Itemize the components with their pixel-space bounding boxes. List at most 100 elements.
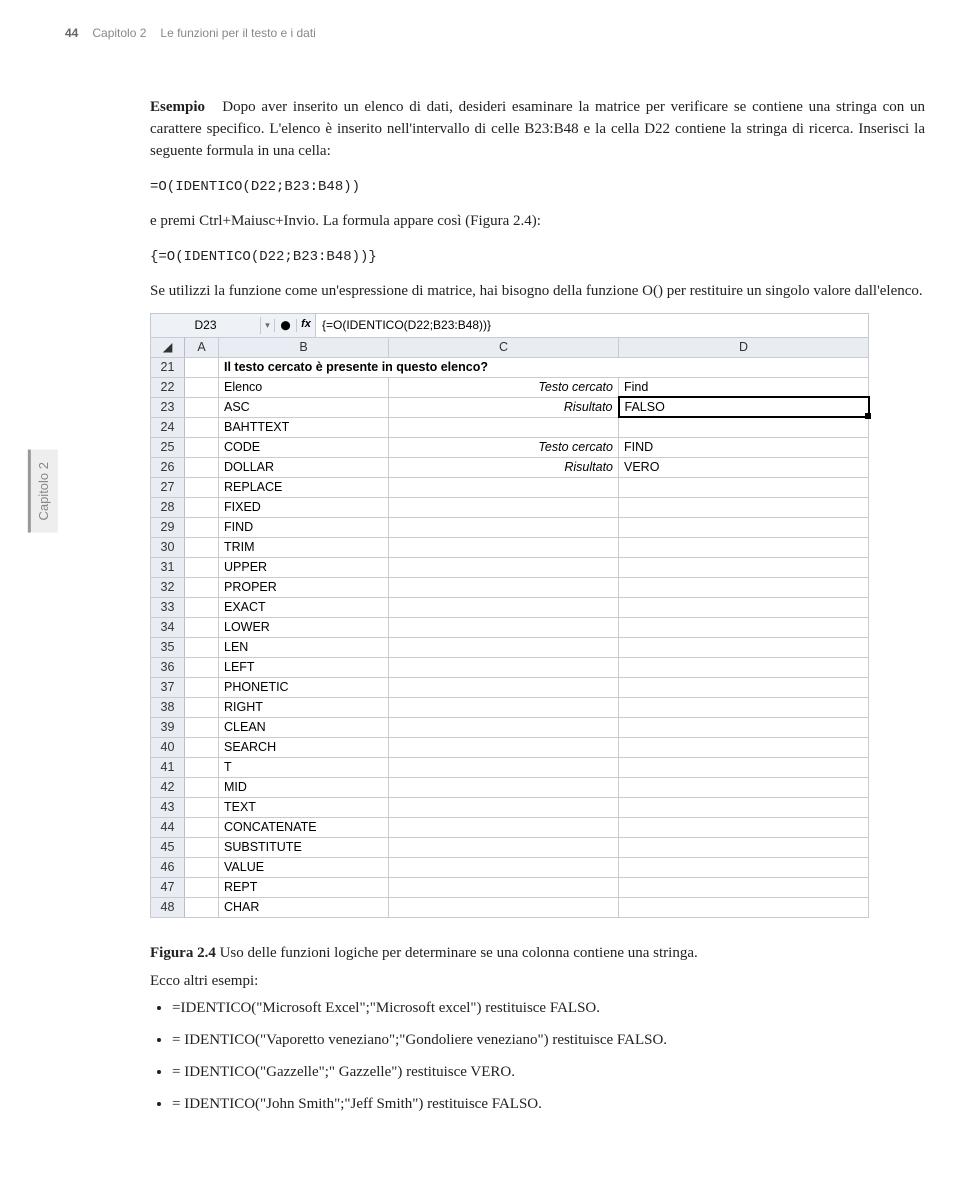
cell[interactable] bbox=[389, 477, 619, 497]
name-box[interactable]: D23 bbox=[151, 317, 261, 334]
cell[interactable]: LEFT bbox=[219, 657, 389, 677]
cell[interactable] bbox=[185, 837, 219, 857]
row-header[interactable]: 46 bbox=[151, 857, 185, 877]
cell[interactable] bbox=[185, 477, 219, 497]
cell[interactable] bbox=[389, 737, 619, 757]
cell[interactable] bbox=[619, 677, 869, 697]
cell[interactable]: RIGHT bbox=[219, 697, 389, 717]
cell[interactable]: Risultato bbox=[389, 397, 619, 417]
cancel-formula-icon[interactable]: ⬤ bbox=[275, 319, 297, 332]
cell[interactable] bbox=[389, 797, 619, 817]
cell[interactable]: ASC bbox=[219, 397, 389, 417]
cell[interactable]: VALUE bbox=[219, 857, 389, 877]
cell[interactable] bbox=[619, 497, 869, 517]
cell[interactable] bbox=[185, 777, 219, 797]
cell[interactable]: EXACT bbox=[219, 597, 389, 617]
cell[interactable] bbox=[185, 717, 219, 737]
cell[interactable]: CLEAN bbox=[219, 717, 389, 737]
cell[interactable] bbox=[185, 637, 219, 657]
cell[interactable]: Il testo cercato è presente in questo el… bbox=[219, 357, 869, 377]
cell[interactable] bbox=[619, 877, 869, 897]
cell[interactable]: UPPER bbox=[219, 557, 389, 577]
cell[interactable]: DOLLAR bbox=[219, 457, 389, 477]
cell[interactable]: TRIM bbox=[219, 537, 389, 557]
cell[interactable]: T bbox=[219, 757, 389, 777]
cell[interactable] bbox=[619, 777, 869, 797]
row-header[interactable]: 24 bbox=[151, 417, 185, 437]
cell[interactable]: Elenco bbox=[219, 377, 389, 397]
row-header[interactable]: 23 bbox=[151, 397, 185, 417]
cell[interactable]: PHONETIC bbox=[219, 677, 389, 697]
row-header[interactable]: 26 bbox=[151, 457, 185, 477]
cell[interactable] bbox=[185, 857, 219, 877]
cell[interactable] bbox=[185, 517, 219, 537]
cell[interactable] bbox=[389, 637, 619, 657]
cell[interactable] bbox=[185, 757, 219, 777]
row-header[interactable]: 45 bbox=[151, 837, 185, 857]
row-header[interactable]: 35 bbox=[151, 637, 185, 657]
cell[interactable] bbox=[185, 877, 219, 897]
row-header[interactable]: 37 bbox=[151, 677, 185, 697]
cell[interactable] bbox=[389, 717, 619, 737]
cell[interactable]: SEARCH bbox=[219, 737, 389, 757]
cell[interactable]: CHAR bbox=[219, 897, 389, 917]
row-header[interactable]: 43 bbox=[151, 797, 185, 817]
cell[interactable]: REPT bbox=[219, 877, 389, 897]
cell[interactable] bbox=[185, 677, 219, 697]
fx-icon[interactable]: fx bbox=[297, 317, 315, 333]
cell[interactable]: LEN bbox=[219, 637, 389, 657]
cell[interactable] bbox=[185, 557, 219, 577]
cell[interactable] bbox=[185, 697, 219, 717]
formula-bar[interactable]: {=O(IDENTICO(D22;B23:B48))} bbox=[315, 314, 868, 337]
cell[interactable] bbox=[619, 817, 869, 837]
cell[interactable]: SUBSTITUTE bbox=[219, 837, 389, 857]
row-header[interactable]: 42 bbox=[151, 777, 185, 797]
cell[interactable] bbox=[619, 657, 869, 677]
cell[interactable] bbox=[185, 617, 219, 637]
cell[interactable]: BAHTTEXT bbox=[219, 417, 389, 437]
cell[interactable] bbox=[185, 497, 219, 517]
cell[interactable] bbox=[619, 637, 869, 657]
cell[interactable] bbox=[619, 797, 869, 817]
cell[interactable] bbox=[619, 577, 869, 597]
cell[interactable] bbox=[389, 817, 619, 837]
cell[interactable]: TEXT bbox=[219, 797, 389, 817]
row-header[interactable]: 39 bbox=[151, 717, 185, 737]
cell[interactable] bbox=[389, 897, 619, 917]
cell[interactable]: FIXED bbox=[219, 497, 389, 517]
cell[interactable] bbox=[619, 517, 869, 537]
cell[interactable]: MID bbox=[219, 777, 389, 797]
cell[interactable] bbox=[619, 697, 869, 717]
row-header[interactable]: 44 bbox=[151, 817, 185, 837]
name-box-dropdown-icon[interactable]: ▾ bbox=[261, 319, 275, 332]
row-header[interactable]: 33 bbox=[151, 597, 185, 617]
cell[interactable] bbox=[619, 857, 869, 877]
row-header[interactable]: 30 bbox=[151, 537, 185, 557]
row-header[interactable]: 48 bbox=[151, 897, 185, 917]
cell[interactable] bbox=[185, 797, 219, 817]
cell[interactable] bbox=[389, 417, 619, 437]
cell[interactable]: REPLACE bbox=[219, 477, 389, 497]
cell[interactable]: Risultato bbox=[389, 457, 619, 477]
cell[interactable]: FIND bbox=[619, 437, 869, 457]
cell[interactable] bbox=[185, 397, 219, 417]
cell[interactable] bbox=[185, 377, 219, 397]
cell[interactable] bbox=[619, 597, 869, 617]
col-header-d[interactable]: D bbox=[619, 337, 869, 357]
row-header[interactable]: 34 bbox=[151, 617, 185, 637]
cell[interactable]: Testo cercato bbox=[389, 437, 619, 457]
cell[interactable]: LOWER bbox=[219, 617, 389, 637]
cell[interactable] bbox=[389, 677, 619, 697]
row-header[interactable]: 38 bbox=[151, 697, 185, 717]
cell[interactable] bbox=[619, 757, 869, 777]
cell[interactable] bbox=[389, 877, 619, 897]
col-header-b[interactable]: B bbox=[219, 337, 389, 357]
cell[interactable] bbox=[389, 577, 619, 597]
row-header[interactable]: 27 bbox=[151, 477, 185, 497]
cell[interactable] bbox=[389, 557, 619, 577]
row-header[interactable]: 41 bbox=[151, 757, 185, 777]
col-header-c[interactable]: C bbox=[389, 337, 619, 357]
cell[interactable] bbox=[389, 697, 619, 717]
cell[interactable] bbox=[619, 617, 869, 637]
cell[interactable] bbox=[619, 897, 869, 917]
